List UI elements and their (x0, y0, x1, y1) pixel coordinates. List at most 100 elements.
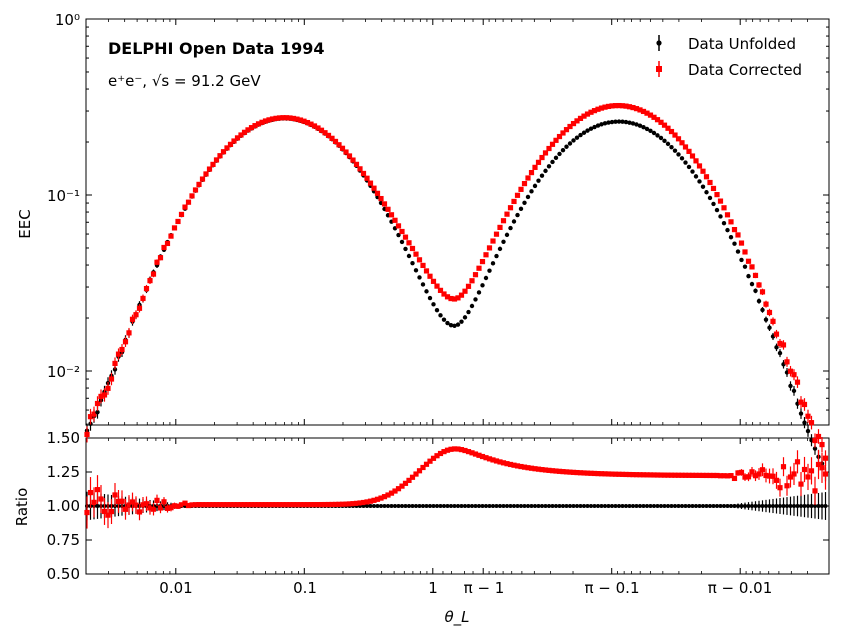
corrected-point (759, 289, 766, 295)
unfolded-point (417, 275, 422, 280)
ratio-unfolded-point (669, 504, 674, 508)
ratio-unfolded-point (515, 504, 520, 508)
ratio-unfolded-point (722, 504, 726, 508)
unfolded-point (399, 239, 405, 245)
ratio-corrected-point (402, 480, 409, 486)
ratio-corrected-point (749, 469, 755, 475)
ratio-unfolded-point (554, 504, 558, 508)
ratio-corrected-point (140, 502, 146, 508)
unfolded-point (644, 126, 650, 132)
ratio-corrected-point (353, 500, 360, 506)
corrected-point (280, 115, 286, 121)
ratio-unfolded-point (487, 504, 492, 508)
legend: Data Unfolded Data Corrected (656, 35, 802, 79)
unfolded-point (403, 246, 408, 252)
corrected-point (808, 420, 815, 426)
corrected-point (689, 153, 696, 159)
ratio-corrected-point (290, 502, 297, 508)
corrected-point (161, 244, 167, 251)
ratio-unfolded-point (694, 504, 698, 508)
ratio-corrected-point (280, 502, 286, 508)
ratio-corrected-point (227, 502, 234, 508)
corrected-point (609, 103, 615, 109)
unfolded-point (487, 268, 492, 273)
ratio-unfolded-point (473, 504, 478, 508)
corrected-point (252, 123, 258, 129)
corrected-point (630, 104, 636, 111)
ratio-corrected-point (325, 501, 332, 508)
ratio-corrected-point (458, 447, 465, 453)
ratio-corrected-point (206, 502, 213, 508)
ratio-unfolded-point (536, 504, 541, 508)
corrected-point (245, 127, 251, 133)
ratio-unfolded-point (389, 504, 394, 508)
ratio-corrected-point (238, 502, 244, 508)
ratio-unfolded-point (799, 504, 803, 508)
ratio-unfolded-point (410, 504, 415, 508)
ratio-corrected-point (539, 467, 545, 473)
ratio-corrected-point (777, 485, 783, 491)
unfolded-point (578, 132, 583, 138)
ratio-corrected-point (665, 472, 671, 478)
ratio-corrected-point (469, 450, 475, 456)
ratio-unfolded-point (508, 504, 513, 508)
ratio-unfolded-point (368, 504, 373, 508)
unfolded-point (567, 141, 573, 146)
corrected-point (766, 309, 773, 316)
ratio-unfolded-point (690, 504, 695, 508)
ratio-corrected-point (654, 472, 661, 478)
corrected-point (455, 295, 461, 301)
ratio-corrected-point (315, 502, 321, 508)
corrected-point (458, 292, 465, 298)
corrected-point (717, 198, 724, 204)
unfolded-point (721, 220, 727, 226)
ratio-corrected-point (514, 463, 521, 469)
corrected-point (633, 106, 640, 112)
corrected-point (308, 121, 314, 127)
corrected-point (588, 109, 594, 115)
corrected-point (171, 225, 178, 231)
ratio-corrected-point (819, 465, 825, 471)
corrected-point (87, 414, 94, 420)
chart-title: DELPHI Open Data 1994 (108, 39, 325, 58)
ratio-unfolded-point (463, 504, 467, 508)
corrected-point (647, 112, 654, 118)
corrected-point (784, 359, 790, 365)
ratio-unfolded-point (491, 504, 495, 508)
unfolded-point (707, 195, 713, 201)
ratio-corrected-point (598, 471, 605, 477)
ratio-corrected-point (196, 502, 202, 508)
ratio-corrected-point (322, 501, 328, 508)
ratio-unfolded-point (750, 504, 754, 508)
ratio-unfolded-point (561, 504, 565, 508)
ratio-corrected-point (784, 483, 790, 489)
ratio-unfolded-point (638, 504, 642, 508)
unfolded-point (420, 282, 426, 287)
unfolded-point (518, 206, 524, 212)
corrected-point (805, 413, 811, 419)
x-tick-label: π − 1 (464, 579, 505, 597)
ratio-corrected-point (339, 501, 346, 507)
ratio-unfolded-point (494, 504, 499, 508)
ratio-unfolded-point (631, 504, 635, 508)
top-y-axis-label: EEC (16, 209, 34, 238)
corrected-point (259, 119, 265, 125)
corrected-point (675, 136, 682, 142)
ratio-corrected-point (707, 472, 713, 479)
ratio-unfolded-point (778, 504, 782, 508)
ratio-corrected-point (444, 447, 451, 453)
ratio-corrected-point (626, 471, 633, 478)
ratio-corrected-point (455, 446, 461, 452)
ratio-corrected-point (259, 502, 265, 508)
ratio-unfolded-point (543, 504, 548, 508)
ratio-corrected-point (147, 505, 153, 511)
unfolded-point (441, 317, 447, 322)
ratio-corrected-point (791, 471, 797, 477)
corrected-point (325, 132, 332, 139)
ratio-unfolded-point (652, 504, 656, 508)
unfolded-point (455, 322, 461, 327)
corrected-point (210, 161, 216, 167)
corrected-point (346, 153, 353, 159)
ratio-unfolded-point (767, 504, 772, 508)
